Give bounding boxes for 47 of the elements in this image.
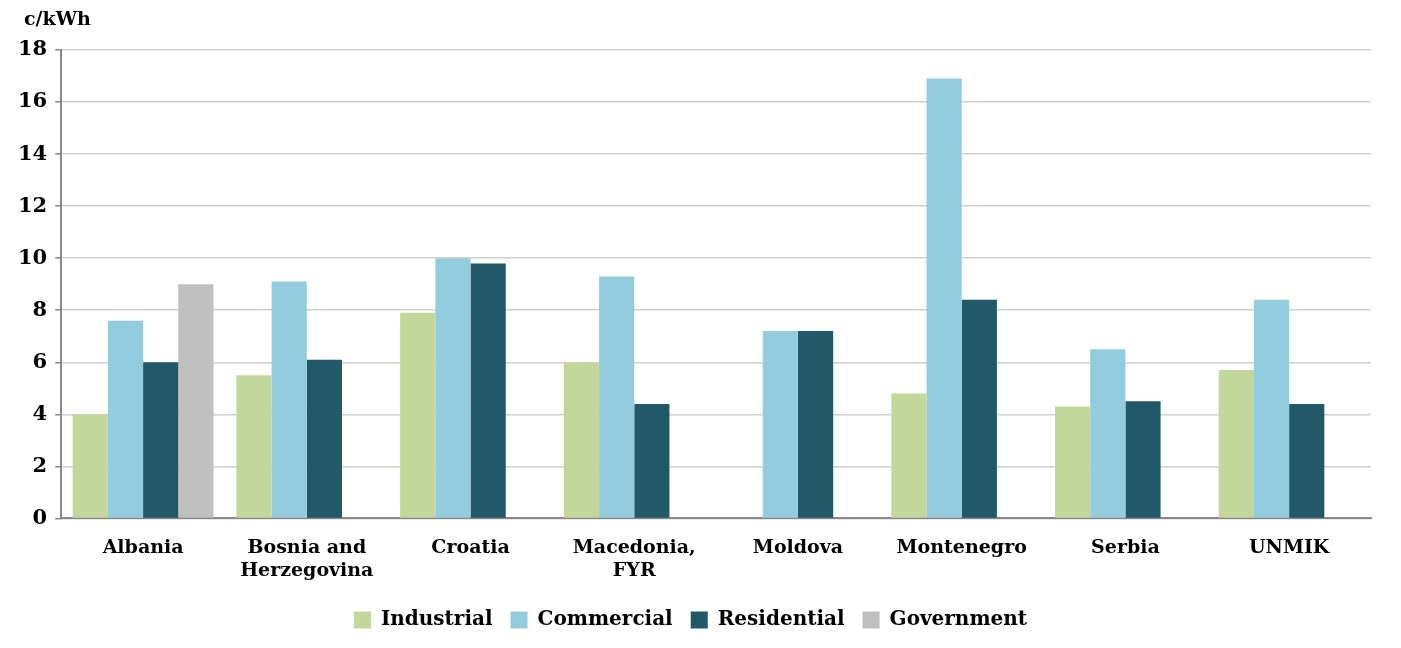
bar <box>1289 403 1325 518</box>
bar <box>634 403 670 518</box>
legend-label: Industrial <box>380 606 493 631</box>
y-tick-label: 12 <box>17 191 48 217</box>
y-tick-label: 16 <box>17 87 48 113</box>
y-tick-label: 18 <box>17 35 48 61</box>
x-tick-label: Albania <box>101 534 184 557</box>
y-tick-label: 2 <box>32 451 48 477</box>
bar <box>926 78 962 518</box>
legend-label: Commercial <box>537 606 674 631</box>
bar <box>891 393 927 518</box>
bar <box>236 375 272 518</box>
x-tick-label: Bosnia and Herzegovina <box>240 534 374 580</box>
legend-label: Government <box>889 606 1028 631</box>
bar <box>563 362 600 518</box>
bar <box>797 331 834 518</box>
bar <box>306 359 343 518</box>
y-axis-title: c/kWh <box>24 6 92 29</box>
legend-label: Residential <box>717 606 845 631</box>
bar <box>470 263 506 518</box>
bar <box>143 362 179 518</box>
y-tick-label: 0 <box>32 503 48 529</box>
bar <box>762 331 798 518</box>
bar <box>400 312 436 518</box>
x-tick-label: Moldova <box>752 534 844 557</box>
bar <box>1090 349 1126 518</box>
bar <box>107 320 144 518</box>
y-tick-label: 14 <box>17 139 48 165</box>
x-tick-label: Macedonia, FYR <box>572 534 696 580</box>
x-tick-label: Serbia <box>1091 534 1160 557</box>
y-tick-label: 8 <box>32 295 48 321</box>
bar <box>1125 401 1161 518</box>
bar <box>271 281 307 518</box>
bar <box>1253 299 1290 518</box>
bar <box>72 414 108 518</box>
x-tick-label: Montenegro <box>896 534 1027 557</box>
x-tick-label: Croatia <box>431 534 510 557</box>
bar <box>178 284 214 518</box>
y-tick-label: 4 <box>32 399 48 425</box>
bar <box>961 299 997 518</box>
x-tick-label: UNMIK <box>1248 534 1331 557</box>
bar <box>1055 406 1091 518</box>
bar <box>599 276 635 518</box>
y-tick-label: 10 <box>17 243 48 269</box>
bar <box>435 258 471 518</box>
bar <box>1218 370 1254 518</box>
y-tick-label: 6 <box>32 347 48 373</box>
